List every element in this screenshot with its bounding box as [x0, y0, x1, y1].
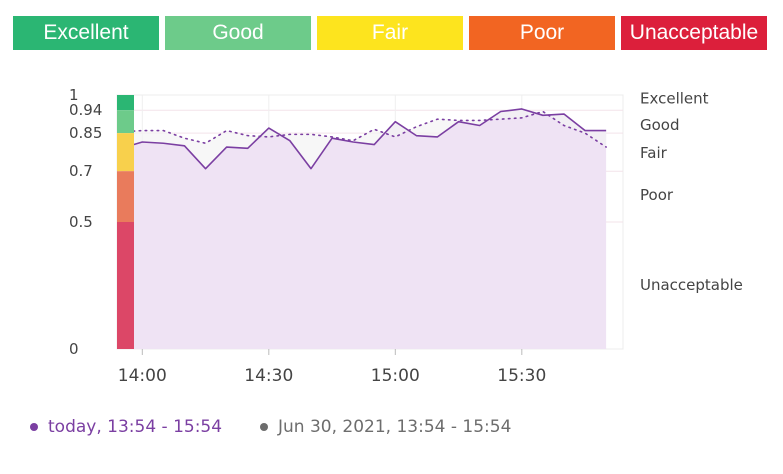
y-tick-label: 0.94 [69, 101, 102, 119]
point-today [141, 141, 143, 143]
plot-area [116, 94, 624, 350]
point-today [183, 145, 185, 147]
x-tick-label: 14:00 [118, 366, 167, 386]
point-today [226, 146, 228, 148]
point-today [205, 168, 207, 170]
point-today [605, 130, 607, 132]
y-tick-label: 0 [69, 340, 79, 358]
y-tick-label: 0.7 [69, 162, 93, 180]
point-today [247, 147, 249, 149]
point-today [352, 141, 354, 143]
zone-label-excellent: Excellent [640, 90, 709, 108]
zone-labels: Excellent Good Fair Poor Unacceptable [640, 90, 743, 295]
band-excellent: Excellent [13, 16, 159, 50]
legend-label-today: today, 13:54 - 15:54 [48, 417, 223, 437]
y-axis: 10.94 0.85 0.7 0.5 0 [69, 86, 102, 358]
point-today [436, 136, 438, 138]
point-today [521, 108, 523, 110]
zone-label-good: Good [640, 116, 680, 134]
legend-dot-previous [260, 423, 268, 431]
legend-label-previous: Jun 30, 2021, 13:54 - 15:54 [278, 417, 512, 437]
band-good: Good [165, 16, 311, 50]
point-today [563, 113, 565, 115]
band-poor: Poor [469, 16, 615, 50]
zone-label-unacceptable: Unacceptable [640, 276, 743, 294]
zone-strip-poor [117, 171, 134, 222]
band-fair: Fair [317, 16, 463, 50]
point-today [584, 130, 586, 132]
band-unacceptable: Unacceptable [621, 16, 767, 50]
point-today [162, 142, 164, 144]
zone-strip-fair [117, 133, 134, 172]
series-area-today [121, 108, 607, 349]
series-difference-fill [121, 108, 607, 169]
point-today [458, 121, 460, 123]
point-today [415, 135, 417, 137]
zone-label-poor: Poor [640, 186, 674, 204]
x-tick-label: 14:30 [244, 366, 293, 386]
y-tick-label: 0.5 [69, 213, 93, 231]
legend-item-previous[interactable]: Jun 30, 2021, 13:54 - 15:54 [260, 414, 511, 440]
legend-item-today[interactable]: today, 13:54 - 15:54 [30, 414, 222, 440]
point-today [394, 121, 396, 123]
legend-dot-today [30, 423, 38, 431]
x-tick-label: 15:30 [497, 366, 546, 386]
x-axis: 14:00 14:30 15:00 15:30 [118, 349, 546, 386]
point-today [542, 114, 544, 116]
zone-label-fair: Fair [640, 144, 668, 162]
point-today [479, 124, 481, 126]
point-today [500, 111, 502, 113]
x-tick-label: 15:00 [371, 366, 420, 386]
point-today [310, 168, 312, 170]
zone-strip-good [117, 110, 134, 134]
zone-strip-excellent [117, 95, 134, 111]
series-line-today [120, 108, 607, 170]
point-today [289, 140, 291, 142]
y-tick-label: 1 [69, 86, 79, 104]
point-today [373, 144, 375, 146]
point-today [331, 137, 333, 139]
zone-strip-unacceptable [117, 222, 134, 349]
y-tick-label: 0.85 [69, 124, 102, 142]
point-today [268, 127, 270, 129]
